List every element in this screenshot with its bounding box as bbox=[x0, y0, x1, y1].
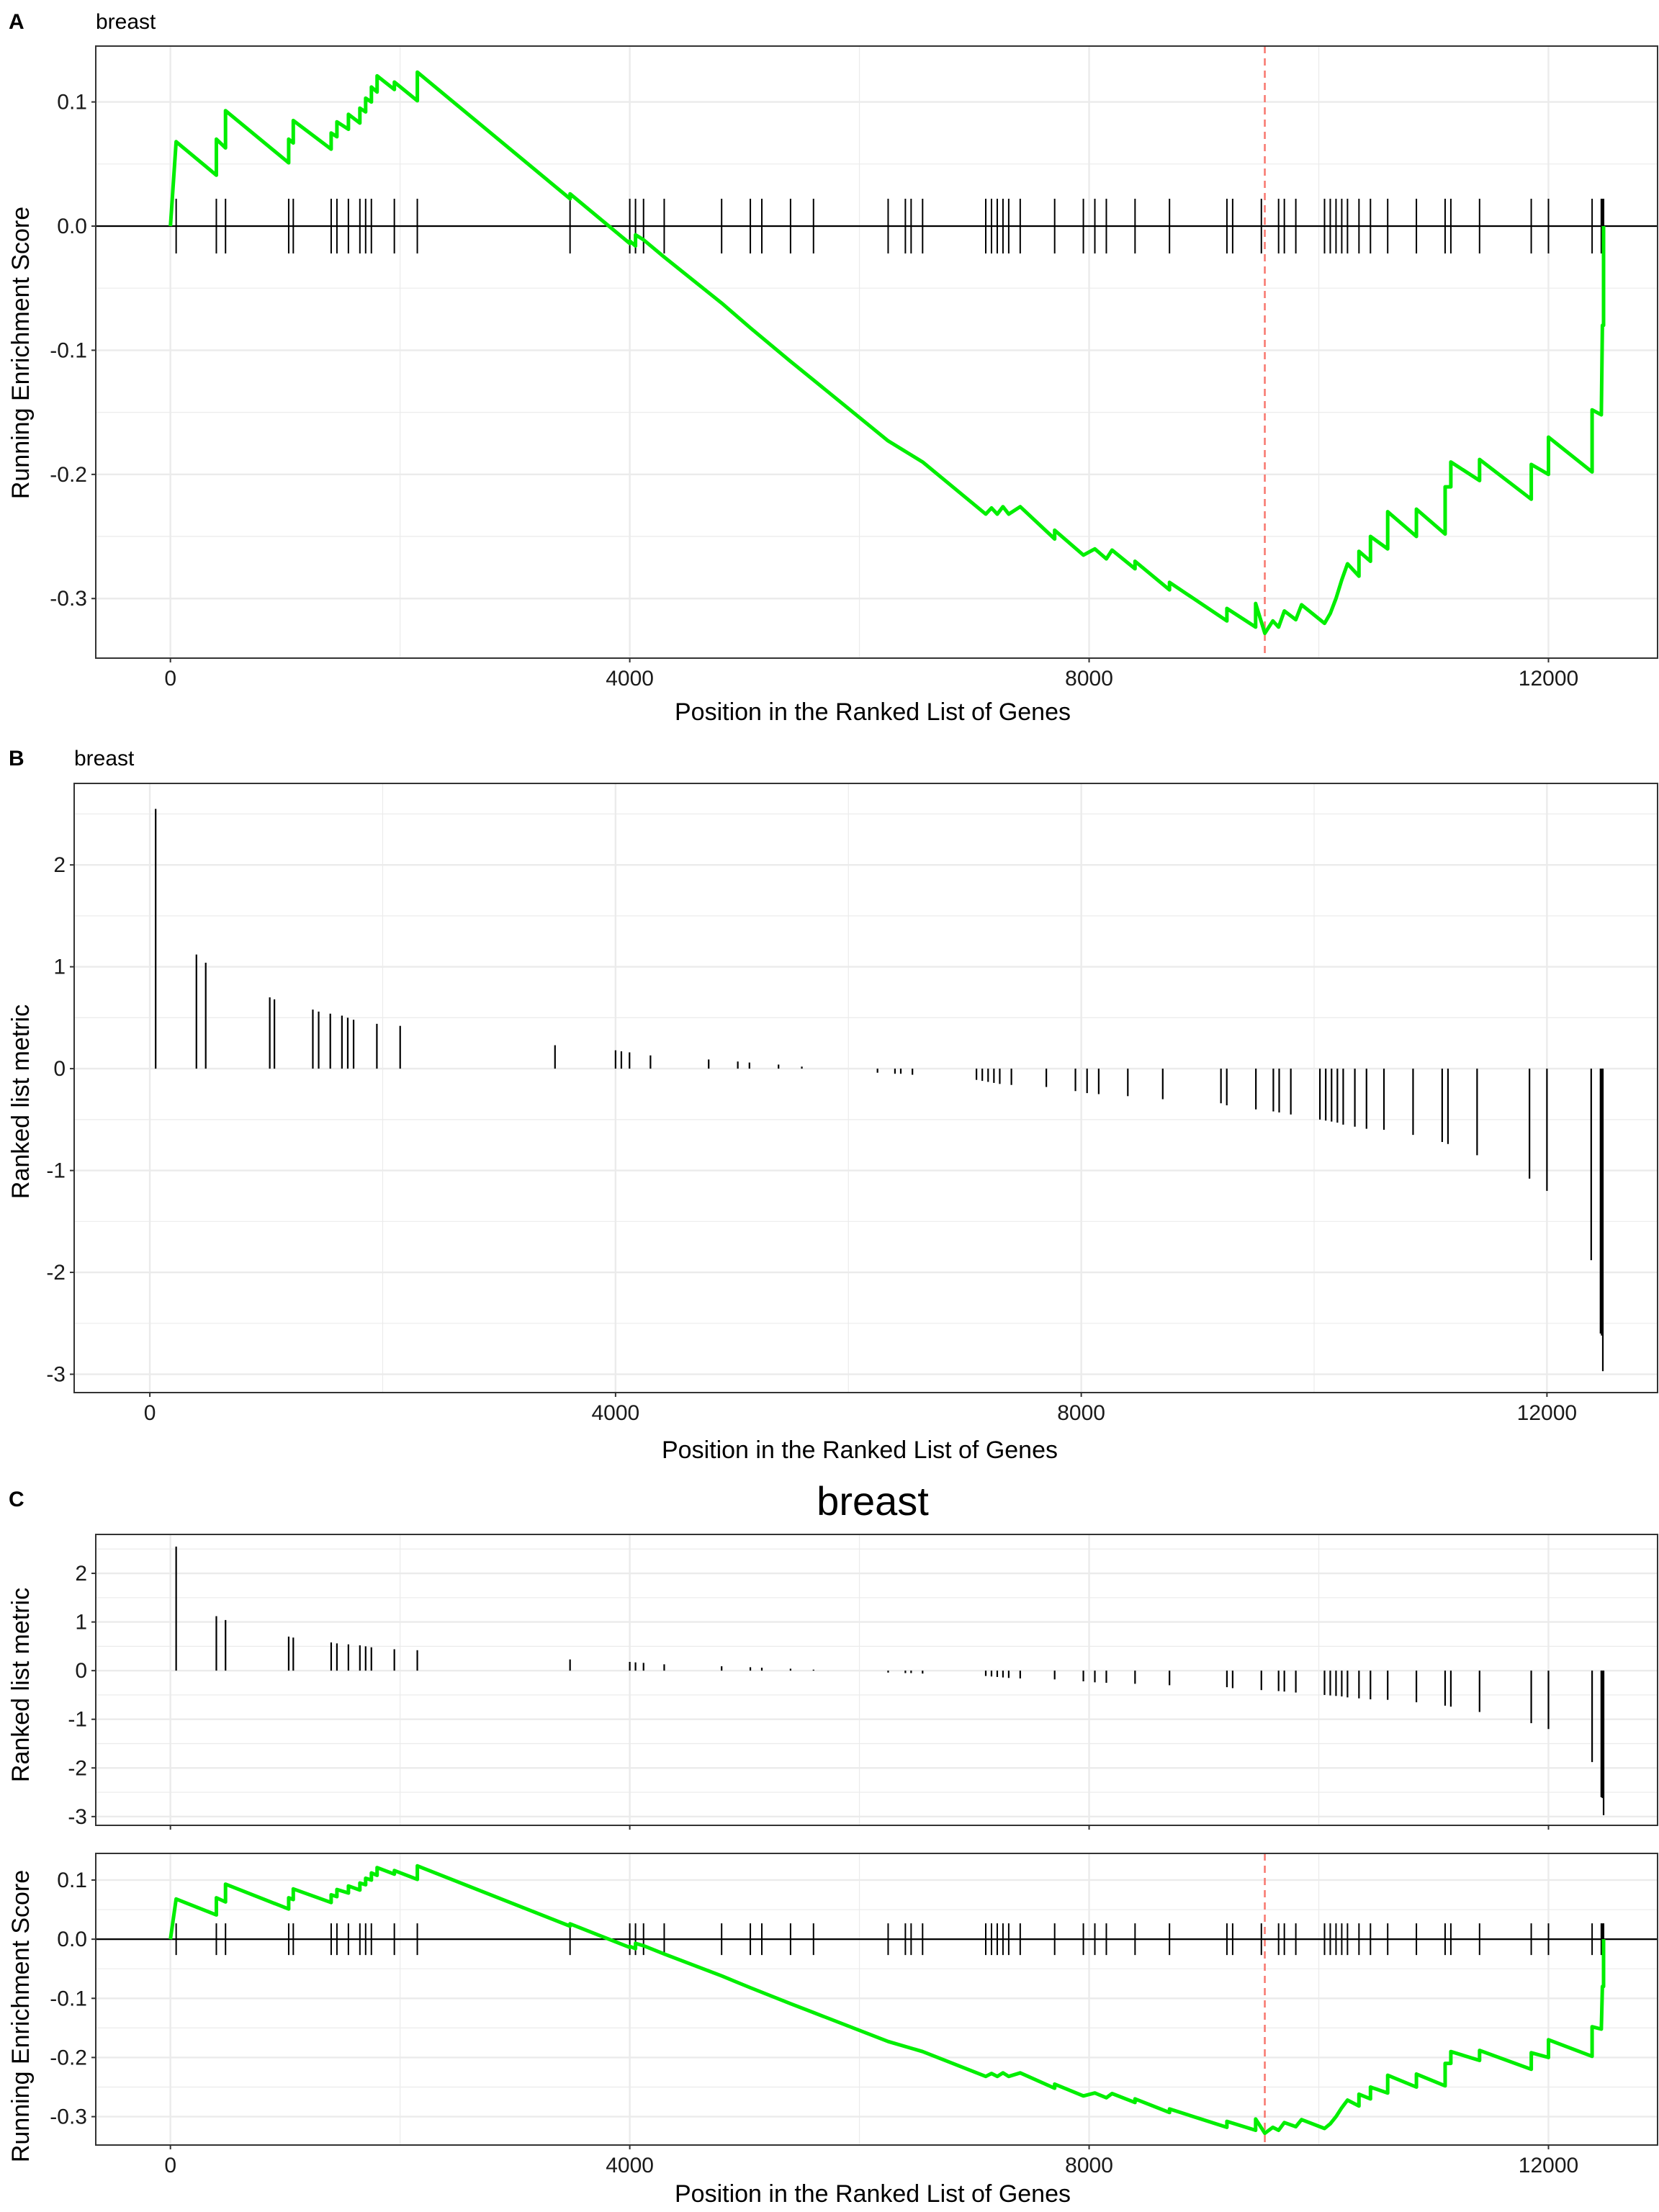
panel-a-ytick-label: -0.1 bbox=[50, 338, 87, 362]
panel-b-xtick-label: 8000 bbox=[1057, 1401, 1105, 1425]
panel-c-top-ytick-label: 2 bbox=[75, 1562, 87, 1586]
panel-b-xlabel: Position in the Ranked List of Genes bbox=[662, 1437, 1058, 1464]
panel-a-xtick-label: 8000 bbox=[1065, 667, 1113, 691]
panel-b-border bbox=[73, 783, 1658, 1393]
panel-a-xtick-label: 0 bbox=[164, 667, 176, 691]
panel-b-ytick-label: 1 bbox=[53, 956, 66, 979]
panel-c-bottom-ytick-label: -0.1 bbox=[50, 1987, 87, 2010]
panel-a-subtitle: breast bbox=[96, 10, 156, 34]
panel-c-top-ytick-label: 0 bbox=[75, 1659, 87, 1683]
panel-a-ytick-label: -0.3 bbox=[50, 587, 87, 611]
panel-a-ytick-label: -0.2 bbox=[50, 463, 87, 487]
panel-b-background bbox=[74, 783, 1658, 1393]
panel-c-letter: C bbox=[9, 1488, 24, 1511]
panel-a-ytick-label: 0.0 bbox=[57, 215, 87, 238]
panel-b-ylabel: Ranked list metric bbox=[7, 1004, 35, 1199]
panel-b-xtick-label: 0 bbox=[144, 1401, 156, 1425]
panel-c-top-border bbox=[95, 1534, 1658, 1826]
panel-c-bottom-xtick-label: 12000 bbox=[1519, 2154, 1578, 2177]
panel-a-border bbox=[95, 45, 1658, 659]
panel-c-top-ytick-label: -2 bbox=[68, 1756, 87, 1780]
panel-c-top-ytick-label: -3 bbox=[68, 1805, 87, 1829]
panel-a-xtick-label: 4000 bbox=[606, 667, 654, 691]
panel-b-ytick-label: -1 bbox=[46, 1159, 66, 1183]
panel-c-bottom-es-curve bbox=[168, 1863, 1606, 2136]
panel-a-es-curve bbox=[168, 70, 1606, 635]
panel-c-bottom-xtick-label: 4000 bbox=[606, 2154, 654, 2177]
panel-c-title: breast bbox=[817, 1478, 929, 1524]
panel-a-letter: A bbox=[9, 10, 24, 34]
panel-c-bottom-ytick-label: 0.1 bbox=[57, 1869, 87, 1892]
panel-c-top-background bbox=[96, 1534, 1658, 1825]
panel-b-subtitle: breast bbox=[74, 747, 135, 770]
panel-a-ylabel: Running Enrichment Score bbox=[7, 207, 35, 499]
panel-a-background bbox=[96, 46, 1658, 658]
panel-c-bottom-background bbox=[96, 1853, 1658, 2145]
panel-c-bottom-ytick-label: 0.0 bbox=[57, 1928, 87, 1951]
panel-b-ytick-label: -3 bbox=[46, 1363, 66, 1387]
panel-c-bottom-xtick-label: 0 bbox=[164, 2154, 176, 2177]
panel-b-ytick-label: 0 bbox=[53, 1057, 66, 1081]
panel-b-letter: B bbox=[9, 747, 24, 770]
panel-c-bottom-xtick-label: 8000 bbox=[1065, 2154, 1113, 2177]
panel-b-ytick-label: -2 bbox=[46, 1261, 66, 1285]
panel-c-top-ytick-label: 1 bbox=[75, 1611, 87, 1635]
panel-c-bottom-ytick-label: -0.3 bbox=[50, 2105, 87, 2129]
panel-b-ytick-label: 2 bbox=[53, 853, 66, 877]
panel-a-xtick-label: 12000 bbox=[1519, 667, 1578, 691]
panel-b-xtick-label: 12000 bbox=[1517, 1401, 1577, 1425]
panel-a-xlabel: Position in the Ranked List of Genes bbox=[675, 698, 1071, 726]
panel-c-top-ylabel: Ranked list metric bbox=[7, 1588, 35, 1782]
panel-b-metric-plot: 2 1 0 -1 -2 -3 0 4000 8000 12000 bbox=[46, 783, 1658, 1425]
panel-c-xlabel: Position in the Ranked List of Genes bbox=[675, 2180, 1071, 2208]
panel-c-metric-plot: 2 1 0 -1 -2 -3 bbox=[68, 1534, 1658, 1830]
panel-a-ytick-label: 0.1 bbox=[57, 91, 87, 114]
panel-c-top-ytick-label: -1 bbox=[68, 1708, 87, 1732]
panel-c-es-plot: 0.1 0.0 -0.1 -0.2 -0.3 0 4000 8000 12000 bbox=[50, 1853, 1658, 2177]
panel-c-bottom-ylabel: Running Enrichment Score bbox=[7, 1870, 35, 2162]
panel-a-es-plot: 0.1 0.0 -0.1 -0.2 -0.3 0 4000 8000 12000 bbox=[50, 45, 1658, 691]
panel-c-bottom-ytick-label: -0.2 bbox=[50, 2046, 87, 2069]
panel-c-bottom-border bbox=[95, 1853, 1658, 2146]
panel-b-xtick-label: 4000 bbox=[591, 1401, 639, 1425]
